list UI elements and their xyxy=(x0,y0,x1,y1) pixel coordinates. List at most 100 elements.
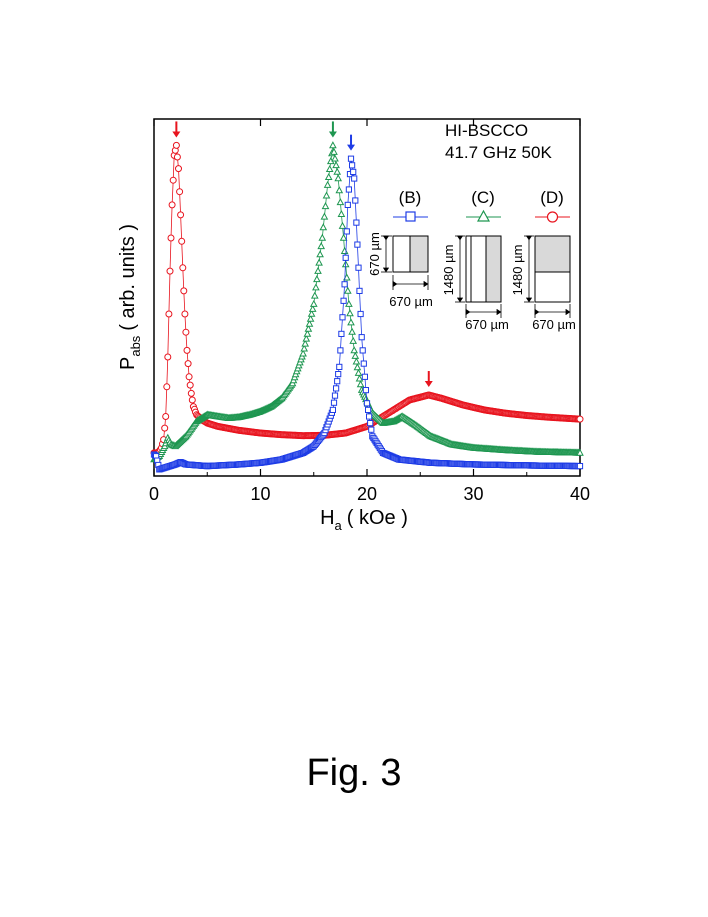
data-point-b xyxy=(359,347,366,354)
y-axis-title: Pabs ( arb. units ) xyxy=(117,224,143,370)
data-point-c xyxy=(338,221,347,229)
legend-marker-c xyxy=(466,209,501,222)
data-point-b xyxy=(331,392,339,399)
data-point-b xyxy=(329,406,336,413)
data-point-b xyxy=(338,330,345,337)
data-point-c xyxy=(313,275,321,283)
inset-sample-d: 1480 µm 670 µm xyxy=(510,235,576,332)
x-axis-title-symbol: H xyxy=(320,507,334,529)
data-point-c xyxy=(309,299,318,307)
inset-c-width-label: 670 µm xyxy=(465,317,509,332)
data-point-d xyxy=(166,267,174,275)
data-point-b xyxy=(360,360,367,367)
data-point-c xyxy=(337,209,346,217)
data-point-d xyxy=(172,141,180,149)
data-point-b xyxy=(342,254,349,261)
data-point-c xyxy=(340,246,349,254)
data-point-c xyxy=(302,334,311,342)
data-point-c xyxy=(348,327,356,335)
data-point-c xyxy=(300,344,309,352)
data-point-b xyxy=(333,385,340,392)
data-point-b xyxy=(336,363,343,370)
data-point-b xyxy=(355,264,362,271)
data-point-b xyxy=(349,162,356,169)
inset-sample-b: 670 µm 670 µm xyxy=(367,232,433,309)
data-point-b xyxy=(350,168,357,176)
data-point-c xyxy=(335,186,344,194)
data-point-c xyxy=(336,198,345,206)
legend-label-b: (B) xyxy=(399,188,422,207)
x-tick-label: 40 xyxy=(570,484,590,504)
data-point-b xyxy=(347,155,355,162)
peak-arrows xyxy=(172,121,433,388)
inset-sample-c: 1480 µm 670 µm xyxy=(441,235,509,332)
data-point-b xyxy=(361,373,368,380)
data-point-d xyxy=(187,389,195,397)
series-layer xyxy=(150,141,584,473)
data-point-c xyxy=(353,363,362,371)
data-point-d xyxy=(178,237,186,245)
data-point-d xyxy=(177,211,185,219)
data-point-c xyxy=(320,212,329,220)
x-axis-title-subscript: a xyxy=(335,518,343,533)
annotation-material: HI-BSCCO xyxy=(445,121,528,140)
data-point-c xyxy=(325,164,334,172)
data-point-c xyxy=(349,336,358,344)
data-point-c xyxy=(317,242,326,250)
inset-d-width-label: 670 µm xyxy=(532,317,576,332)
data-point-c xyxy=(351,351,360,359)
peak-arrow xyxy=(328,121,337,138)
data-point-c xyxy=(350,346,359,354)
data-point-c xyxy=(299,349,307,357)
data-point-c xyxy=(308,304,317,312)
x-tick-label: 10 xyxy=(250,484,270,504)
data-point-c xyxy=(323,180,332,188)
legend-marker-b xyxy=(393,211,428,222)
series-b xyxy=(150,155,584,473)
x-axis-ticks: 0 10 20 30 40 xyxy=(149,119,590,504)
data-point-d xyxy=(162,413,170,420)
data-point-b xyxy=(341,281,348,288)
data-point-b xyxy=(362,387,369,394)
data-point-b xyxy=(353,219,360,226)
data-point-b xyxy=(337,347,344,354)
peak-arrow xyxy=(347,134,356,151)
data-point-d xyxy=(168,201,176,209)
data-point-c xyxy=(339,233,348,241)
data-point-c xyxy=(319,223,328,231)
legend-label-c: (C) xyxy=(471,188,495,207)
data-point-b xyxy=(352,197,359,204)
data-point-c xyxy=(324,172,333,180)
data-point-d xyxy=(175,165,182,173)
data-point-c xyxy=(331,154,339,162)
data-point-c xyxy=(303,329,312,337)
data-point-c xyxy=(301,339,310,347)
peak-arrow xyxy=(172,121,181,138)
data-point-b xyxy=(368,426,375,433)
data-point-c xyxy=(306,314,315,322)
data-point-c xyxy=(347,318,355,326)
data-point-c xyxy=(345,299,353,307)
data-point-c xyxy=(310,291,319,299)
data-point-b xyxy=(358,334,365,341)
data-point-b xyxy=(335,371,342,378)
data-point-b xyxy=(345,186,352,193)
data-point-d xyxy=(184,360,192,368)
y-axis-title-unit: ( arb. units ) xyxy=(117,224,139,331)
data-point-b xyxy=(343,228,350,235)
data-point-d xyxy=(169,176,177,184)
data-point-d xyxy=(182,328,190,336)
inset-c-height-label: 1480 µm xyxy=(441,245,456,296)
legend-label-d: (D) xyxy=(540,188,564,207)
data-point-b xyxy=(354,241,361,248)
inset-legend: (B) (C) (D) xyxy=(393,188,570,223)
data-point-b xyxy=(366,413,373,420)
data-point-d xyxy=(161,424,169,432)
data-point-c xyxy=(352,357,361,365)
x-tick-label: 0 xyxy=(149,484,159,504)
data-point-c xyxy=(332,161,340,169)
data-point-b xyxy=(356,287,363,294)
data-point-d xyxy=(163,383,171,391)
data-point-b xyxy=(334,378,341,385)
